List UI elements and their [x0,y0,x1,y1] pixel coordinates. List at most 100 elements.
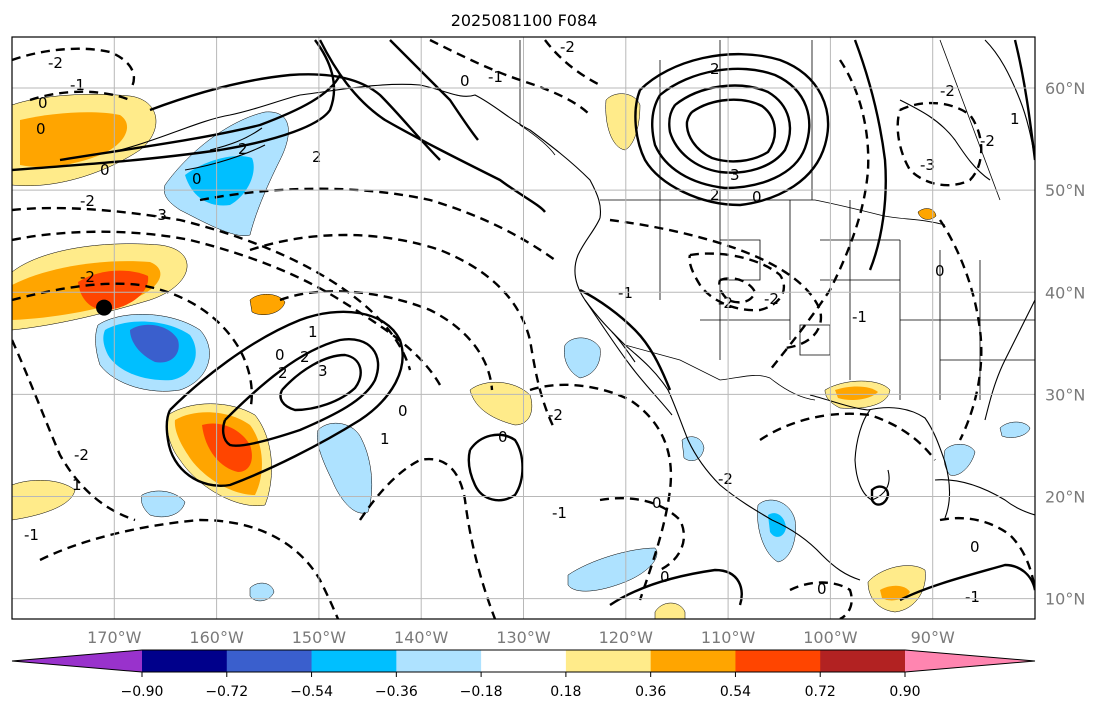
contour-label: -2 [940,82,955,100]
latitude-tick-label: 20°N [1045,487,1085,506]
contour-label: 2 [710,186,720,204]
contour-label: 3 [730,166,740,184]
longitude-tick-label: 150°W [292,628,347,647]
contour-label: -2 [48,54,63,72]
latitude-tick-label: 40°N [1045,283,1085,302]
contour-neg-east-2 [896,101,983,187]
longitude-tick-label: 160°W [189,628,244,647]
contour-neg-us-2 [688,252,786,312]
contour-label: 0 [752,188,762,206]
contour-neg-central-1 [279,290,494,391]
contour-small-florida [870,485,890,506]
colorbar-segment [311,650,397,672]
contour-zero-south-2 [609,568,743,606]
contour-label: -3 [152,206,167,224]
map-area: 0 0 0 0 0 0 0 0 0 0 0 0 0 0 1 1 1 -1 -1 … [12,37,1035,619]
contour-label: -2 [560,38,575,56]
contour-label: 0 [970,538,980,556]
us-states [659,200,1035,400]
contour-label: 2 [312,148,322,166]
colorbar-segment [820,650,906,672]
colorbar-extend-high [905,650,1035,672]
colorbar-tick-label: 0.18 [550,684,581,700]
contour-neg-us-3 [718,277,757,304]
contour-label: -2 [548,406,563,424]
longitude-tick-labels: 170°W 160°W 150°W 140°W 130°W 120°W 110°W 100°W… [87,628,955,647]
contour-neg-south-1 [39,518,340,619]
contour-label: -2 [718,470,733,488]
colorbar-segment [142,650,228,672]
gulf-of-mexico-coast [809,394,951,519]
graticule [12,37,1035,619]
alaska-south-coast [299,83,602,219]
contour-label: -1 [70,76,85,94]
cuba-coast [934,479,1035,516]
contour-neg-west-3 [12,282,253,411]
colorbar-tick-label: −0.90 [121,684,164,700]
alaska-coast [119,94,301,171]
contour-neg-nw-1 [12,47,136,91]
contour-high-north-3 [668,84,792,174]
colorbar-segment [565,650,652,672]
contour-label: 0 [192,170,202,188]
contour-label: 2 [300,348,310,366]
colorbar-segment [226,650,313,672]
coastlines [119,39,1035,581]
contour-label: -2 [764,290,779,308]
contour-label: 0 [498,428,508,446]
contour-label: 0 [38,94,48,112]
contour-label: -2 [80,192,95,210]
negative-anomaly-small-1 [141,490,186,518]
contour-neg-east-3 [939,219,983,441]
contour-neg-west-4 [12,339,136,522]
contour-label: -2 [80,268,95,286]
contour-high-north-2 [651,67,811,190]
positive-anomaly-gulf-core [835,386,878,400]
baja-peninsula [584,299,673,416]
colorbar-tick-label: 0.36 [635,684,666,700]
colorbar-tick-label: −0.54 [290,684,333,700]
colorbar-tick-label: 0.72 [805,684,836,700]
contour-neg-se-2 [939,516,1035,591]
colorbar-tick-label: 0.90 [889,684,920,700]
contour-southeast-1 [899,563,1035,602]
contour-neg-south-2 [359,457,497,619]
latitude-tick-labels: 10°N 20°N 30°N 40°N 50°N 60°N [1045,79,1085,609]
positive-anomaly-small-2 [469,381,533,426]
contour-label: 0 [660,568,670,586]
strong-positive-anomaly-central [202,423,252,472]
map-title: 2025081100 F084 [451,11,598,30]
contour-label: -1 [488,68,503,86]
contour-neg-east-1 [769,59,870,371]
contour-label: 0 [275,346,285,364]
negative-anomaly-mexico-s-core [768,513,786,537]
contour-neg-west-1 [12,206,412,371]
strong-positive-anomaly-west [78,270,149,311]
contour-label: 1 [72,476,82,494]
negative-anomaly-baja [564,337,601,379]
contour-neg-central-2 [249,233,557,431]
contour-label: 2 [238,140,248,158]
contour-label: -1 [552,504,567,522]
latitude-tick-label: 30°N [1045,385,1085,404]
contour-neg-nw-2 [29,90,131,102]
canada-provinces [659,39,1001,201]
positive-anomaly-lakes [917,208,937,220]
colorbar-tick-label: 0.54 [720,684,751,700]
negative-anomaly-caribbean [943,444,976,476]
colorbar: −0.90 −0.72 −0.54 −0.36 −0.18 0.18 0.36 0.54 0.7… [11,649,1036,700]
contour-neg-north-1 [429,38,591,116]
negative-anomaly-central [317,422,373,514]
positive-anomaly-south [654,602,686,619]
map-frame [11,36,1036,620]
colorbar-extend-low [12,650,142,672]
contour-label: -1 [24,526,39,544]
contour-label: 0 [460,72,470,90]
latitude-tick-label: 10°N [1045,590,1085,609]
negative-anomaly-small-2 [249,582,275,602]
political-borders [519,39,1035,401]
contour-label: 0 [100,161,110,179]
strong-negative-anomaly-west [130,324,179,363]
contour-neg-east-4 [759,412,936,461]
